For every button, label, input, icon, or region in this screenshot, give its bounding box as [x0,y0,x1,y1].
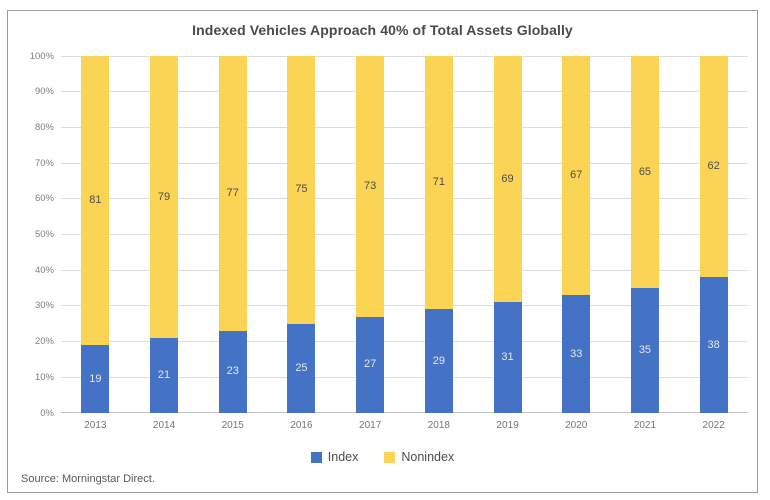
bar-segment-index: 25 [287,323,316,413]
y-tick-label: 30% [34,300,54,312]
y-tick-label: 10% [34,371,54,383]
bar-segment-nonindex: 81 [81,56,110,346]
x-tick-label: 2019 [496,420,519,431]
stacked-bar-2019: 69 31 [493,56,522,413]
gridline [61,162,748,164]
bar-segment-nonindex: 79 [150,56,179,339]
bar-value-label: 33 [570,347,583,360]
bar-value-label: 35 [638,344,652,357]
bar-value-label: 62 [707,160,720,173]
y-tick-label: 50% [34,229,54,240]
legend-label: Index [327,450,359,464]
gridline [61,91,748,93]
bar-value-label: 31 [501,351,514,364]
bar-segment-nonindex: 62 [699,56,728,278]
legend-item-index: Index [310,450,359,464]
x-tick-label: 2017 [359,420,382,431]
x-tick-label: 2016 [290,420,313,431]
legend-label: Nonindex [401,450,455,464]
stacked-bar-2017: 73 27 [356,56,385,413]
y-tick-label: 60% [34,193,54,205]
x-tick-label: 2014 [152,420,176,431]
bar-segment-nonindex: 75 [287,56,316,324]
legend-swatch-icon [384,451,396,463]
bar-value-label: 75 [295,183,308,196]
bar-value-label: 81 [89,194,102,207]
bar-value-label: 38 [707,338,720,351]
gridline [61,126,748,128]
stacked-bar-2018: 71 29 [424,56,453,413]
y-axis: 0% 10% 20% 30% 40% 50% 60% 70% 80% 90% 100% [8,51,54,419]
y-tick-label: 20% [34,336,54,348]
bar-value-label: 71 [432,176,445,189]
bar-value-label: 69 [501,172,514,185]
y-tick-label: 80% [34,121,54,133]
source-note: Source: Morningstar Direct. [21,473,155,485]
bar-segment-nonindex: 71 [424,56,453,310]
bar-segment-index: 27 [356,316,385,413]
x-tick-label: 2013 [84,420,107,431]
bar-segment-index: 38 [699,277,728,413]
gridline [61,341,748,343]
bar-value-label: 65 [638,165,652,178]
gridline [61,55,748,57]
stacked-bar-2020: 67 33 [562,56,591,413]
gridline [61,376,748,378]
bar-value-label: 27 [364,358,377,371]
bar-segment-nonindex: 77 [218,56,247,331]
chart-frame: Indexed Vehicles Approach 40% of Total A… [7,10,758,493]
x-tick-label: 2021 [633,420,657,431]
x-tick-label: 2022 [702,420,725,431]
y-tick-label: 70% [34,157,54,169]
stacked-bar-2013: 81 19 [81,56,110,413]
gridline [61,269,748,271]
stacked-bar-2022: 62 38 [699,56,728,413]
chart-title: Indexed Vehicles Approach 40% of Total A… [192,22,573,38]
gridline [61,198,748,200]
bar-segment-nonindex: 73 [356,56,385,317]
bar-segment-index: 29 [424,309,453,413]
bar-value-label: 23 [226,365,239,378]
gridline [61,412,748,413]
bar-value-label: 73 [364,179,377,192]
legend-item-nonindex: Nonindex [384,450,454,464]
y-tick-label: 100% [29,50,54,62]
y-tick-label: 90% [34,86,54,98]
bar-segment-nonindex: 65 [630,56,659,289]
plot-area: 81 19 2013 79 21 2014 77 23 2015 75 25 2016 73 27 2017… [61,55,748,431]
bar-value-label: 21 [157,369,171,382]
stacked-bar-2016: 75 25 [287,56,316,413]
x-tick-label: 2020 [565,420,588,431]
bar-value-label: 29 [432,354,445,367]
bar-value-label: 67 [570,169,583,182]
legend-swatch-icon [310,451,322,463]
gridline [61,234,748,235]
bar-segment-index: 19 [81,345,110,413]
y-tick-label: 40% [34,264,54,276]
bar-value-label: 79 [157,190,171,203]
x-tick-label: 2015 [221,420,244,431]
y-tick-label: 0% [40,407,54,419]
bar-value-label: 77 [226,186,239,199]
bar-value-label: 19 [89,372,102,385]
legend: Index Nonindex [8,449,757,465]
bar-segment-index: 33 [562,295,591,413]
bar-segment-nonindex: 69 [493,56,522,303]
stacked-bar-2015: 77 23 [218,56,247,413]
bar-segment-index: 31 [493,302,522,413]
stacked-bar-2014: 79 21 [150,56,179,413]
bar-segment-index: 35 [630,288,659,413]
bar-value-label: 25 [295,361,308,374]
bar-segment-nonindex: 67 [562,56,591,296]
x-tick-label: 2018 [427,420,450,431]
gridline [61,305,748,307]
stacked-bar-2021: 65 35 [630,56,659,413]
bar-segment-index: 23 [218,330,247,413]
bar-segment-index: 21 [150,338,179,413]
